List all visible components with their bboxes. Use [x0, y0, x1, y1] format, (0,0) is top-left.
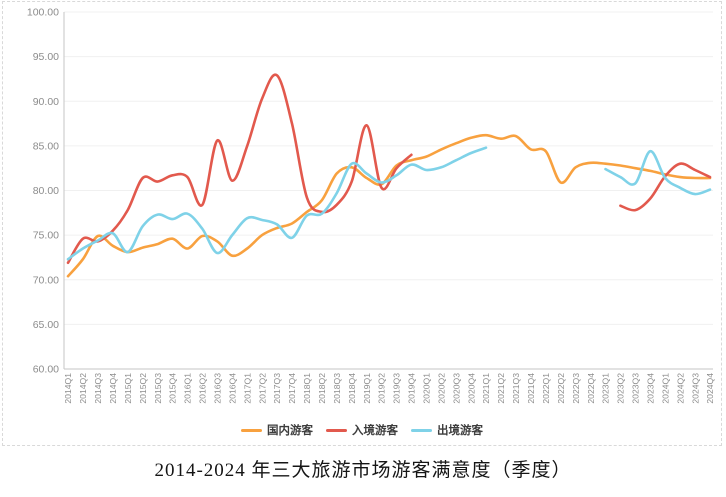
x-axis-tick-label: 2023Q4 — [645, 373, 655, 404]
x-axis-tick-label: 2017Q2 — [257, 373, 267, 404]
series-line-domestic — [66, 133, 712, 278]
x-axis-tick-label: 2022Q1 — [541, 373, 551, 404]
legend-item-domestic: 国内游客 — [241, 422, 313, 438]
legend-label: 出境游客 — [437, 425, 483, 437]
x-axis-tick-label: 2024Q2 — [675, 373, 685, 404]
y-axis-tick-label: 95.00 — [33, 51, 59, 63]
y-axis-tick-label: 100.00 — [27, 7, 59, 19]
x-axis-tick-label: 2021Q1 — [481, 373, 491, 404]
x-axis-tick-label: 2023Q1 — [601, 373, 611, 404]
x-axis-tick-label: 2022Q2 — [556, 373, 566, 404]
x-axis-tick-label: 2015Q2 — [138, 373, 148, 404]
y-axis-tick-label: 80.00 — [33, 185, 59, 197]
x-axis-tick-label: 2019Q4 — [407, 373, 417, 404]
line-chart-plot-area: 100.00 95.00 90.00 85.00 80.00 75.00 70.00 65.0… — [27, 7, 715, 404]
x-axis-tick-label: 2016Q4 — [227, 373, 237, 404]
x-axis-tick-label: 2017Q3 — [272, 373, 282, 404]
x-axis-tick-label: 2017Q1 — [242, 373, 252, 404]
y-axis-tick-label: 90.00 — [33, 96, 59, 108]
legend-label: 国内游客 — [267, 425, 313, 437]
x-axis-tick-label: 2018Q1 — [302, 373, 312, 404]
x-axis-tick-label: 2016Q3 — [213, 373, 223, 404]
x-axis-tick-label: 2015Q4 — [168, 373, 178, 404]
x-axis-tick-label: 2015Q1 — [123, 373, 133, 404]
x-axis-tick-label: 2014Q3 — [93, 373, 103, 404]
x-axis-tick-label: 2021Q3 — [511, 373, 521, 404]
y-axis-tick-label: 70.00 — [33, 274, 59, 286]
series-line-outbound — [66, 146, 488, 261]
legend-item-inbound: 入境游客 — [326, 422, 398, 438]
x-axis-tick-label: 2016Q1 — [183, 373, 193, 404]
x-axis-tick-label: 2023Q2 — [616, 373, 626, 404]
series-line-outbound — [604, 149, 712, 196]
legend-swatch-icon — [241, 428, 262, 432]
x-axis-tick-label: 2024Q3 — [690, 373, 700, 404]
x-axis-tick-label: 2015Q3 — [153, 373, 163, 404]
x-axis-tick-label: 2019Q3 — [392, 373, 402, 404]
chart-legend: 国内游客 入境游客 出境游客 — [3, 422, 721, 438]
series-line-inbound — [66, 73, 413, 265]
x-axis-tick-label: 2020Q3 — [451, 373, 461, 404]
x-axis-tick-label: 2021Q4 — [526, 373, 536, 404]
x-axis-tick-label: 2023Q3 — [631, 373, 641, 404]
x-axis-tick-label: 2016Q2 — [198, 373, 208, 404]
x-axis-tick-label: 2022Q4 — [586, 373, 596, 404]
series-line-inbound — [619, 162, 712, 212]
x-axis-tick-label: 2022Q3 — [571, 373, 581, 404]
legend-item-outbound: 出境游客 — [411, 422, 483, 438]
x-axis-tick-label: 2017Q4 — [287, 373, 297, 404]
x-axis-tick-label: 2019Q2 — [377, 373, 387, 404]
y-axis-tick-label: 65.00 — [33, 319, 59, 331]
chart-frame: 100.00 95.00 90.00 85.00 80.00 75.00 70.00 65.0… — [2, 1, 722, 446]
x-axis-tick-label: 2018Q3 — [332, 373, 342, 404]
x-axis-tick-label: 2020Q4 — [466, 373, 476, 404]
y-axis-tick-label: 75.00 — [33, 230, 59, 242]
x-axis-tick-label: 2020Q2 — [436, 373, 446, 404]
x-axis-tick-label: 2019Q1 — [362, 373, 372, 404]
x-axis-tick-label: 2024Q4 — [705, 373, 715, 404]
x-axis-tick-label: 2014Q1 — [63, 373, 73, 404]
legend-label: 入境游客 — [352, 425, 398, 437]
x-axis-tick-label: 2024Q1 — [660, 373, 670, 404]
x-axis-tick-label: 2014Q4 — [108, 373, 118, 404]
x-axis-tick-label: 2020Q1 — [422, 373, 432, 404]
x-axis-tick-label: 2018Q2 — [317, 373, 327, 404]
legend-swatch-icon — [326, 428, 347, 432]
x-axis-tick-label: 2018Q4 — [347, 373, 357, 404]
x-axis-tick-label: 2014Q2 — [78, 373, 88, 404]
chart-title: 2014-2024 年三大旅游市场游客满意度（季度） — [154, 460, 572, 481]
y-axis-tick-label: 85.00 — [33, 140, 59, 152]
legend-swatch-icon — [411, 428, 432, 432]
x-axis-tick-label: 2021Q2 — [496, 373, 506, 404]
y-axis-tick-label: 60.00 — [33, 364, 59, 376]
